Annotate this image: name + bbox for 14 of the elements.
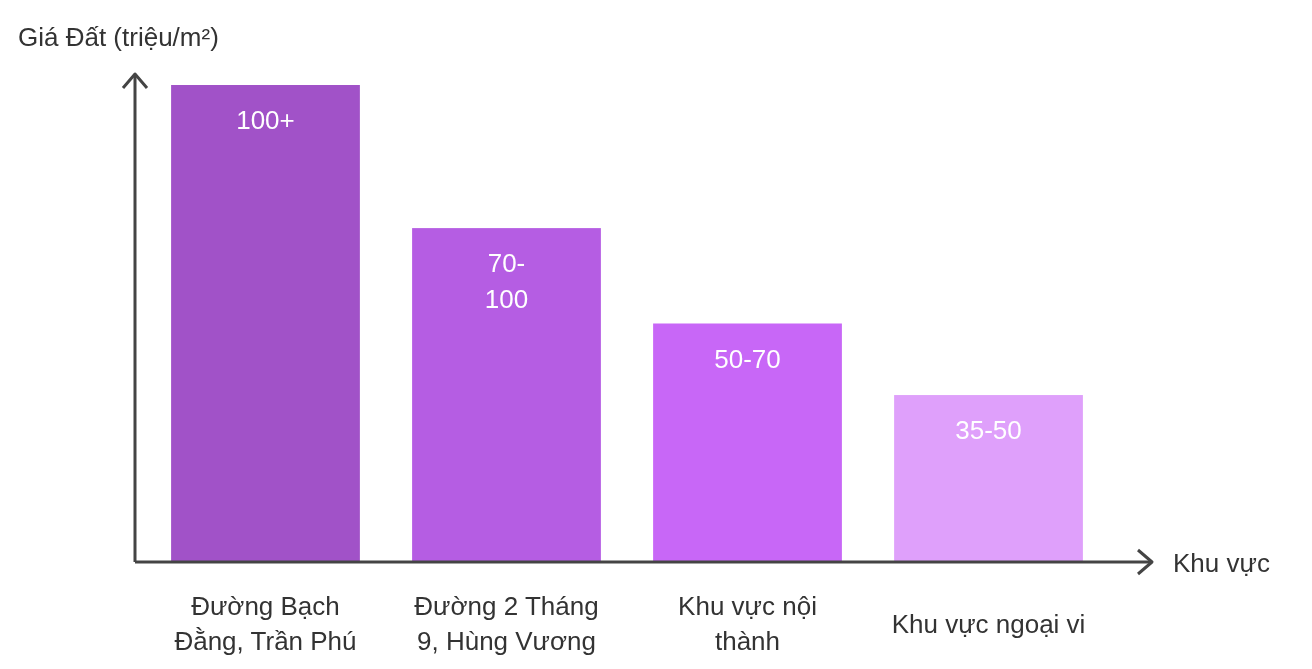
data-label: 70-100 [484, 248, 529, 315]
bar [412, 228, 601, 562]
x-tick-label: Khu vực nội thành [678, 591, 817, 656]
y-axis-title: Giá Đất (triệu/m²) [18, 22, 219, 52]
x-tick-label: Đường Bạch Đằng, Trần Phú [174, 591, 357, 656]
x-tick-label: Đường 2 Tháng 9, Hùng Vương [414, 591, 599, 656]
bar [171, 85, 360, 562]
bar [894, 395, 1083, 562]
data-label: 100+ [236, 105, 295, 135]
bar [653, 323, 842, 562]
x-axis-title: Khu vực [1173, 548, 1270, 578]
x-tick-label: Khu vực ngoại vi [891, 609, 1086, 639]
data-label: 35-50 [955, 415, 1022, 446]
data-label: 50-70 [714, 343, 781, 374]
